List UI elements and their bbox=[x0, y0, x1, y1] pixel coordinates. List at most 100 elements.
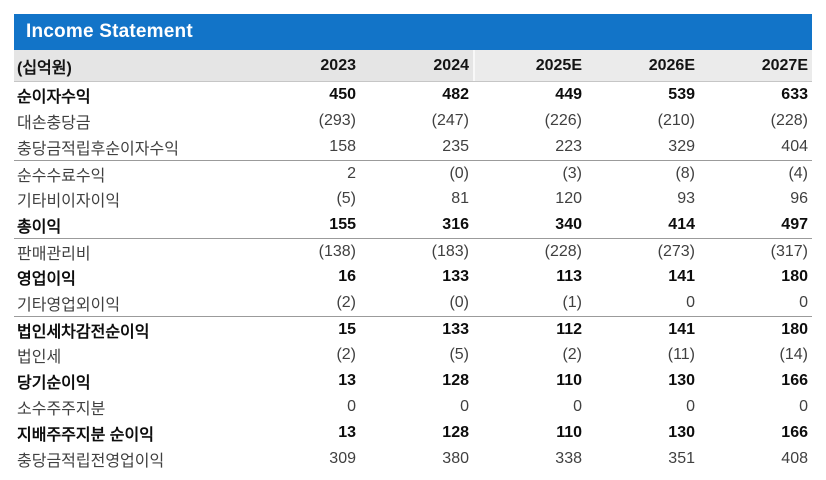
cell-value: 316 bbox=[442, 216, 469, 233]
row-label: 당기순이익 bbox=[17, 375, 91, 392]
cell-value: 408 bbox=[781, 450, 808, 467]
table-row: 충당금적립후순이자수익 158 235 223 329 404 bbox=[14, 134, 812, 160]
cell-value: (1) bbox=[562, 294, 582, 311]
cell-value: (293) bbox=[318, 112, 356, 129]
cell-value: 450 bbox=[329, 86, 356, 103]
cell-value: (5) bbox=[336, 190, 356, 207]
row-label: 소수주주지분 bbox=[17, 401, 106, 418]
cell-value: 81 bbox=[451, 190, 469, 207]
cell-value: (138) bbox=[318, 242, 356, 260]
cell-value: 166 bbox=[781, 372, 808, 389]
cell-value: (210) bbox=[657, 112, 695, 129]
cell-value: (8) bbox=[675, 164, 695, 182]
column-header-2024: 2024 bbox=[360, 50, 473, 81]
table-row: 대손충당금 (293) (247) (226) (210) (228) bbox=[14, 108, 812, 134]
table-header-row: (십억원) 2023 2024 2025E 2026E 2027E bbox=[14, 50, 812, 82]
table-row: 법인세 (2) (5) (2) (11) (14) bbox=[14, 342, 812, 368]
cell-value: 633 bbox=[781, 86, 808, 103]
income-statement-table: Income Statement (십억원) 2023 2024 2025E 2… bbox=[14, 14, 812, 472]
cell-value: 497 bbox=[781, 216, 808, 233]
cell-value: 93 bbox=[677, 190, 695, 207]
cell-value: 13 bbox=[338, 372, 356, 389]
cell-value: 13 bbox=[338, 424, 356, 441]
cell-value: (2) bbox=[336, 346, 356, 363]
cell-value: 0 bbox=[686, 398, 695, 415]
cell-value: 141 bbox=[668, 268, 695, 285]
cell-value: 338 bbox=[555, 450, 582, 467]
cell-value: (183) bbox=[431, 242, 469, 260]
cell-value: 130 bbox=[668, 372, 695, 389]
row-label: 영업이익 bbox=[17, 271, 76, 288]
cell-value: 351 bbox=[668, 450, 695, 467]
table-row: 기타영업외이익 (2) (0) (1) 0 0 bbox=[14, 290, 812, 316]
row-label: 충당금적립전영업이익 bbox=[17, 453, 165, 470]
cell-value: (2) bbox=[336, 294, 356, 311]
cell-value: (5) bbox=[449, 346, 469, 363]
table-row: 판매관리비 (138) (183) (228) (273) (317) bbox=[14, 238, 812, 264]
row-label: 충당금적립후순이자수익 bbox=[17, 141, 179, 158]
cell-value: 0 bbox=[460, 398, 469, 415]
cell-value: 0 bbox=[686, 294, 695, 311]
cell-value: 133 bbox=[442, 320, 469, 338]
cell-value: 15 bbox=[338, 320, 356, 338]
cell-value: 113 bbox=[556, 268, 582, 285]
table-row: 법인세차감전순이익 15 133 112 141 180 bbox=[14, 316, 812, 342]
cell-value: 0 bbox=[573, 398, 582, 415]
column-header-2026e: 2026E bbox=[586, 50, 699, 81]
cell-value: (228) bbox=[770, 112, 808, 129]
cell-value: 539 bbox=[668, 86, 695, 103]
row-label: 법인세 bbox=[17, 349, 62, 366]
cell-value: (4) bbox=[788, 164, 808, 182]
cell-value: (14) bbox=[779, 346, 808, 363]
row-label: 기타비이자이익 bbox=[17, 193, 121, 210]
cell-value: (317) bbox=[770, 242, 808, 260]
column-header-2023: 2023 bbox=[247, 50, 360, 81]
cell-value: 329 bbox=[668, 138, 695, 155]
cell-value: (2) bbox=[562, 346, 582, 363]
cell-value: 110 bbox=[556, 372, 582, 389]
table-row: 당기순이익 13 128 110 130 166 bbox=[14, 368, 812, 394]
cell-value: 128 bbox=[442, 424, 469, 441]
cell-value: 2 bbox=[347, 164, 356, 182]
table-title: Income Statement bbox=[26, 21, 193, 42]
row-label: 법인세차감전순이익 bbox=[17, 323, 150, 341]
table-row: 총이익 155 316 340 414 497 bbox=[14, 212, 812, 238]
cell-value: (247) bbox=[431, 112, 469, 129]
cell-value: 180 bbox=[781, 320, 808, 338]
cell-value: 128 bbox=[442, 372, 469, 389]
column-header-2025e: 2025E bbox=[473, 50, 586, 81]
table-row: 순수수료수익 2 (0) (3) (8) (4) bbox=[14, 160, 812, 186]
column-header-2027e: 2027E bbox=[699, 50, 812, 81]
row-label: 판매관리비 bbox=[17, 245, 91, 263]
cell-value: 414 bbox=[668, 216, 695, 233]
cell-value: (226) bbox=[544, 112, 582, 129]
cell-value: (0) bbox=[449, 294, 469, 311]
cell-value: (3) bbox=[562, 164, 582, 182]
cell-value: 133 bbox=[442, 268, 469, 285]
row-label: 기타영업외이익 bbox=[17, 297, 121, 314]
row-label: 순수수료수익 bbox=[17, 167, 106, 185]
cell-value: 0 bbox=[799, 398, 808, 415]
cell-value: 380 bbox=[442, 450, 469, 467]
cell-value: 141 bbox=[668, 320, 695, 338]
cell-value: (0) bbox=[449, 164, 469, 182]
cell-value: 110 bbox=[556, 424, 582, 441]
cell-value: 309 bbox=[329, 450, 356, 467]
cell-value: 235 bbox=[442, 138, 469, 155]
cell-value: 0 bbox=[799, 294, 808, 311]
cell-value: 16 bbox=[338, 268, 356, 285]
table-row: 충당금적립전영업이익 309 380 338 351 408 bbox=[14, 446, 812, 472]
cell-value: 404 bbox=[781, 138, 808, 155]
cell-value: 155 bbox=[329, 216, 356, 233]
row-label: 순이자수익 bbox=[17, 89, 91, 106]
cell-value: 180 bbox=[781, 268, 808, 285]
cell-value: 120 bbox=[555, 190, 582, 207]
cell-value: 130 bbox=[668, 424, 695, 441]
table-body: 순이자수익 450 482 449 539 633 대손충당금 (293) (247) (226)… bbox=[14, 82, 812, 472]
cell-value: 223 bbox=[555, 138, 582, 155]
row-label: 지배주주지분 순이익 bbox=[17, 427, 154, 444]
table-row: 기타비이자이익 (5) 81 120 93 96 bbox=[14, 186, 812, 212]
cell-value: 158 bbox=[329, 138, 356, 155]
cell-value: 112 bbox=[556, 320, 582, 338]
